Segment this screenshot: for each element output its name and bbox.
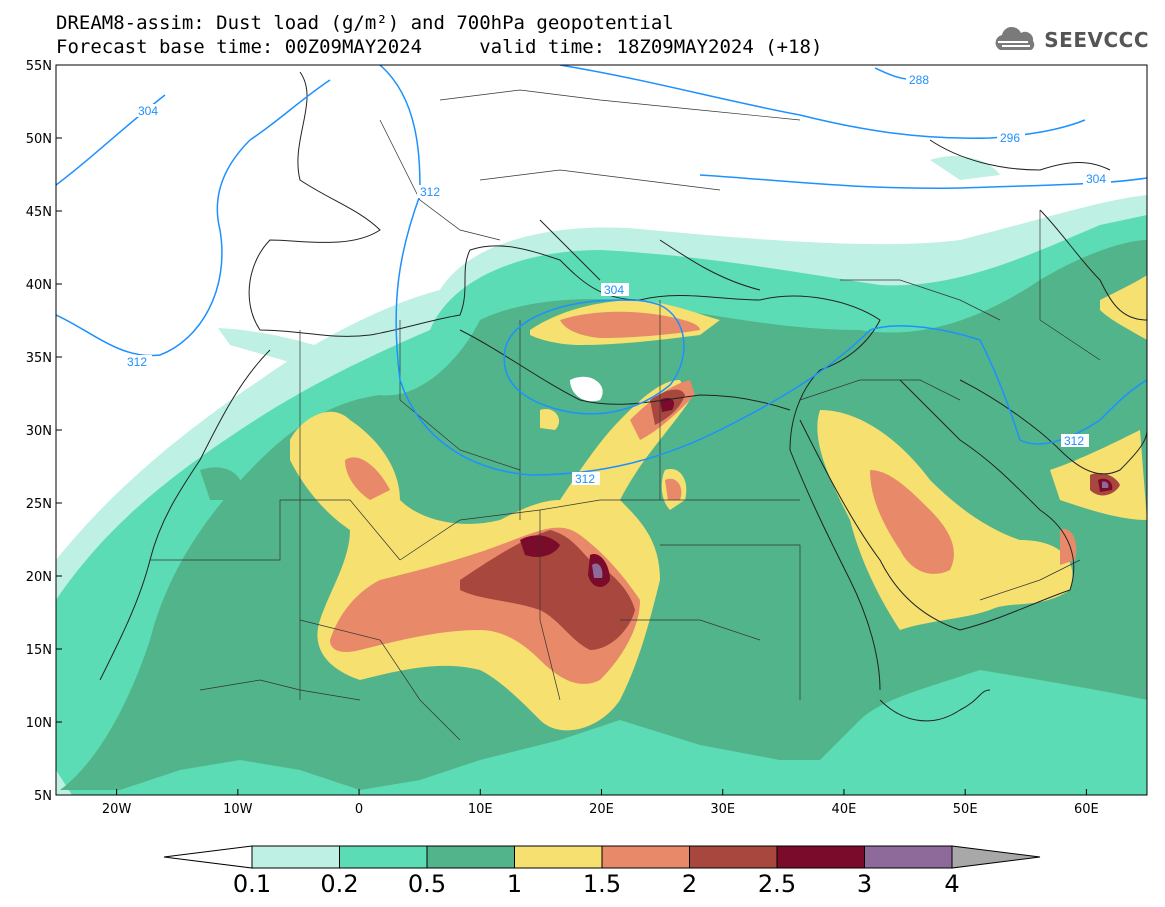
contour-label-304-b: 304 <box>1086 172 1106 186</box>
contour-label-312-b: 312 <box>420 185 440 199</box>
lat-tick-label: 35N <box>26 351 52 366</box>
longitude-axis: 20W 10W 0 10E 20E 30E 40E 50E 60E <box>102 789 1099 817</box>
lat-tick-label: 40N <box>26 278 52 293</box>
lon-tick-label: 20E <box>589 802 614 817</box>
colorbar-level-label: 1.5 <box>582 870 622 898</box>
contour-label-296: 296 <box>1000 131 1020 145</box>
colorbar-bin <box>864 845 953 869</box>
lon-tick-label: 40E <box>832 802 857 817</box>
colorbar-bin <box>339 845 428 869</box>
colorbar-bin <box>776 845 865 869</box>
contour-label-312-c: 312 <box>575 472 595 486</box>
seevccc-logo: SEEVCCC <box>990 26 1149 54</box>
forecast-time-subtitle: Forecast base time: 00Z09MAY2024 valid t… <box>56 36 823 58</box>
colorbar-level-label: 1 <box>506 870 523 898</box>
lat-tick-label: 10N <box>26 716 52 731</box>
colorbar-under-arrow <box>163 845 253 869</box>
geopotential-contours <box>56 65 1147 476</box>
contour-304-cutoff-low <box>503 299 685 415</box>
contour-label-304-a: 304 <box>138 104 158 118</box>
lon-tick-label: 60E <box>1074 802 1099 817</box>
contour-312-main <box>379 65 1147 476</box>
colorbar-level-label: 0.5 <box>407 870 447 898</box>
lon-tick-label: 10E <box>468 802 493 817</box>
lat-tick-label: 50N <box>26 132 52 147</box>
contour-312-north <box>249 79 331 141</box>
lon-tick-label: 10W <box>223 802 253 817</box>
colorbar-level-label: 2.5 <box>757 870 797 898</box>
lat-tick-label: 20N <box>26 570 52 585</box>
contour-label-312-a: 312 <box>127 355 147 369</box>
contour-296 <box>559 65 1086 139</box>
colorbar-level-label: 0.2 <box>320 870 359 898</box>
country-borders <box>150 89 1101 741</box>
colorbar-bin <box>251 845 340 869</box>
colorbar-bin <box>689 845 778 869</box>
lon-tick-label: 20W <box>102 802 132 817</box>
lat-tick-label: 55N <box>26 59 52 74</box>
lon-tick-label: 50E <box>953 802 978 817</box>
latitude-axis: 5N 10N 15N 20N 25N 30N 35N 40N 45N 50N 55N <box>26 59 62 804</box>
lon-tick-label: 0 <box>355 802 363 817</box>
lat-tick-label: 5N <box>34 789 52 804</box>
colorbar-level-label: 2 <box>681 870 698 898</box>
lat-tick-label: 45N <box>26 205 52 220</box>
contour-312-west <box>56 139 251 357</box>
colorbar-level-label: 4 <box>944 870 960 898</box>
logo-text: SEEVCCC <box>1044 28 1149 52</box>
colorbar-bin <box>426 845 515 869</box>
contour-labels: 304 312 288 296 304 304 312 312 312 <box>124 73 1111 486</box>
contour-label-312-d: 312 <box>1064 434 1084 448</box>
colorbar-level-label: 3 <box>856 870 873 898</box>
colorbar <box>163 845 1041 869</box>
map-title: DREAM8-assim: Dust load (g/m²) and 700hP… <box>56 12 674 34</box>
colorbar-bin <box>514 845 603 869</box>
colorbar-over-arrow <box>951 845 1041 869</box>
contour-label-304-c: 304 <box>604 283 624 297</box>
dust-field <box>56 155 1147 795</box>
coastlines <box>99 71 1147 722</box>
lat-tick-label: 15N <box>26 643 52 658</box>
colorbar-level-label: 0.1 <box>232 870 272 898</box>
cloud-icon <box>995 26 1035 50</box>
lat-tick-label: 30N <box>26 424 52 439</box>
lat-tick-label: 25N <box>26 497 52 512</box>
dust-band-3 <box>592 481 1109 578</box>
contour-label-288: 288 <box>909 73 929 87</box>
colorbar-bin <box>601 845 690 869</box>
lon-tick-label: 30E <box>710 802 735 817</box>
